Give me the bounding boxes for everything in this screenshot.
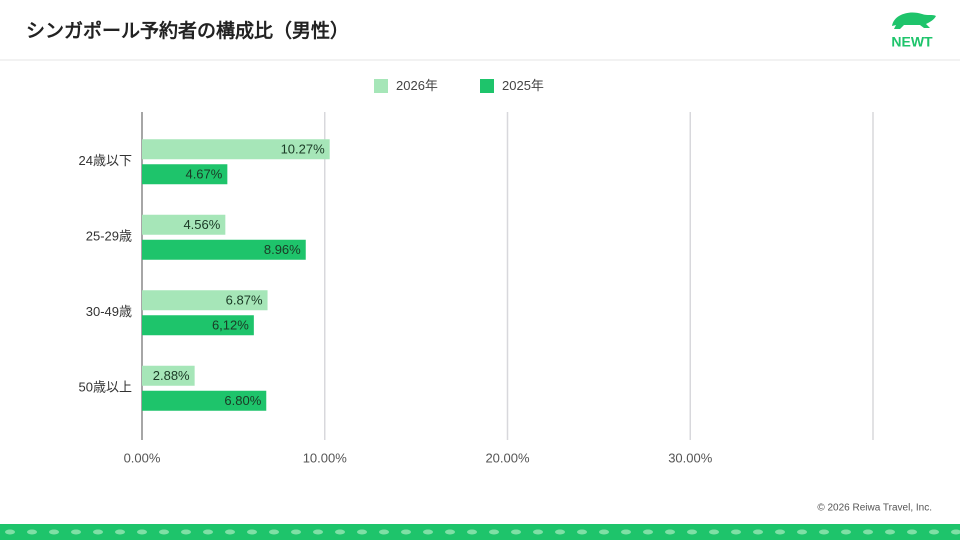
footer-pattern (5, 529, 960, 535)
y-tick-label: 24歳以下 (79, 153, 132, 168)
footer-dot (665, 529, 675, 535)
legend-label: 2026年 (396, 78, 438, 93)
footer-dot (137, 529, 147, 535)
footer-dot (5, 529, 15, 535)
footer-dot (225, 529, 235, 535)
footer-dot (819, 529, 829, 535)
footer-dot (753, 529, 763, 535)
footer-dot (951, 529, 960, 535)
x-tick-label: 30.00% (668, 450, 713, 465)
footer-dot (577, 529, 587, 535)
footer-dot (555, 529, 565, 535)
footer-dot (863, 529, 873, 535)
legend-label: 2025年 (502, 78, 544, 93)
logo-text: NEWT (891, 34, 933, 50)
footer-dot (423, 529, 433, 535)
bar (142, 239, 306, 260)
logo-icon (892, 12, 936, 29)
x-tick-label: 20.00% (485, 450, 530, 465)
footer-dot (907, 529, 917, 535)
footer-dot (49, 529, 59, 535)
value-label: 6.80% (224, 393, 261, 408)
footer-dot (533, 529, 543, 535)
bar (142, 139, 330, 160)
y-tick-label: 50歳以上 (79, 380, 132, 395)
footer-dot (489, 529, 499, 535)
footer-dot (885, 529, 895, 535)
bar (142, 290, 268, 311)
value-label: 4.56% (183, 217, 220, 232)
logo: NEWT (891, 12, 936, 50)
footer-band (0, 524, 960, 540)
footer-dot (115, 529, 125, 535)
footer-dot (203, 529, 213, 535)
y-tick-label: 25-29歳 (86, 229, 132, 244)
legend-swatch (480, 79, 494, 93)
footer-dot (445, 529, 455, 535)
footer-dot (467, 529, 477, 535)
chart: 2026年 2025年 0.00% 10.00% 20.00% 30.00% 24歳以下 10… (79, 78, 874, 465)
x-tick-label: 0.00% (124, 450, 161, 465)
copyright: © 2026 Reiwa Travel, Inc. (817, 503, 932, 514)
footer-dot (93, 529, 103, 535)
footer-dot (797, 529, 807, 535)
footer-dot (247, 529, 257, 535)
footer-dot (643, 529, 653, 535)
footer-dot (621, 529, 631, 535)
legend-swatch (374, 79, 388, 93)
footer-dot (775, 529, 785, 535)
footer-dot (357, 529, 367, 535)
bar (142, 315, 254, 336)
bar (142, 365, 195, 386)
footer-dot (291, 529, 301, 535)
footer-dot (731, 529, 741, 535)
value-label: 10.27% (281, 142, 326, 157)
bar (142, 164, 228, 185)
value-label: 4.67% (185, 167, 222, 182)
footer-dot (379, 529, 389, 535)
footer-dot (687, 529, 697, 535)
footer-dot (71, 529, 81, 535)
value-label: 2.88% (153, 368, 190, 383)
footer-dot (511, 529, 521, 535)
footer-dot (599, 529, 609, 535)
footer-dot (181, 529, 191, 535)
footer-dot (335, 529, 345, 535)
footer-dot (709, 529, 719, 535)
footer-dot (159, 529, 169, 535)
value-label: 8.96% (264, 242, 301, 257)
x-tick-label: 10.00% (303, 450, 348, 465)
slide-title: シンガポール予約者の構成比（男性） (26, 19, 349, 42)
y-tick-label: 30-49歳 (86, 304, 132, 319)
footer-dot (269, 529, 279, 535)
footer-dot (401, 529, 411, 535)
footer-dot (27, 529, 37, 535)
footer-dot (313, 529, 323, 535)
bar (142, 214, 226, 235)
footer-dot (841, 529, 851, 535)
value-label: 6.87% (226, 293, 263, 308)
value-label: 6,12% (212, 318, 249, 333)
footer-dot (929, 529, 939, 535)
bar (142, 390, 267, 411)
